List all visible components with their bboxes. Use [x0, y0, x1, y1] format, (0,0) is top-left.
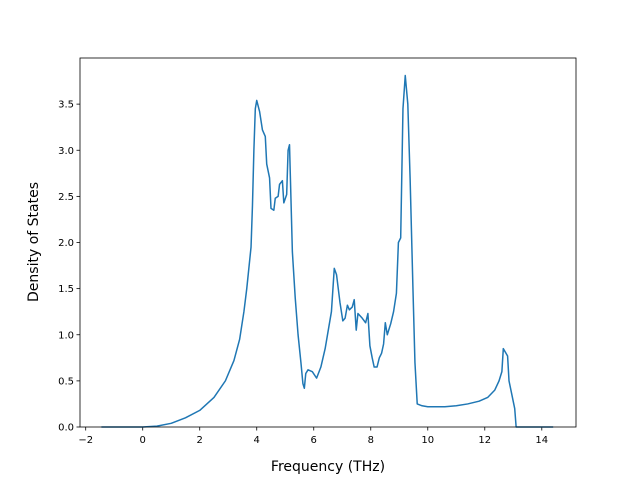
x-tick-label: 0: [140, 435, 146, 446]
y-tick-label: 0.0: [58, 423, 74, 434]
y-axis-label: Density of States: [26, 182, 42, 302]
y-tick-label: 1.0: [58, 330, 74, 341]
line: [101, 74, 554, 428]
y-tick-label: 3.5: [58, 100, 74, 111]
y-tick-label: 1.5: [58, 284, 74, 295]
x-tick-label: 8: [368, 435, 374, 446]
y-tick-label: 2.0: [58, 238, 74, 249]
x-tick-label: −2: [78, 435, 93, 446]
x-tick-label: 4: [254, 435, 260, 446]
x-tick-label: 14: [535, 435, 548, 446]
x-tick-label: 10: [421, 435, 434, 446]
x-tick-label: 6: [311, 435, 317, 446]
x-tick-label: 12: [478, 435, 491, 446]
y-tick-label: 3.0: [58, 146, 74, 157]
x-axis-label: Frequency (THz): [271, 459, 385, 475]
x-tick-label: 2: [197, 435, 203, 446]
plot-frame: [79, 57, 577, 428]
y-tick-label: 0.5: [58, 376, 74, 387]
y-tick-label: 2.5: [58, 192, 74, 203]
